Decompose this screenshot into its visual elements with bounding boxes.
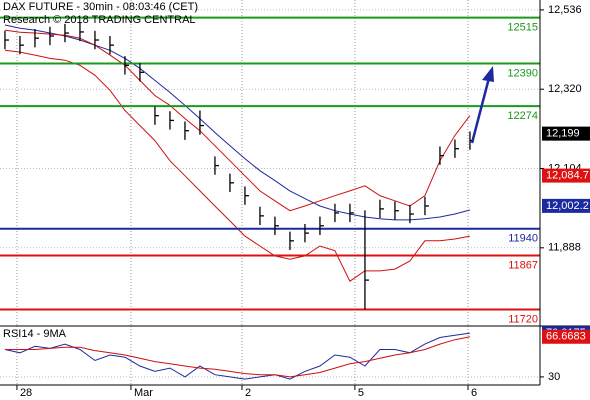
- grid-layer: [0, 0, 540, 385]
- level-label: 12515: [507, 22, 538, 34]
- level-label: 12390: [507, 67, 538, 79]
- y-tick-label: 12,536: [548, 4, 582, 16]
- value-marker-label: 66.6683: [546, 331, 586, 343]
- indicator-line: [4, 24, 471, 221]
- value-marker-label: 12,199: [546, 128, 580, 140]
- indicator-line: [4, 332, 470, 380]
- chart-subtitle: Research © 2018 TRADING CENTRAL: [3, 14, 196, 26]
- indicator-line: [4, 29, 471, 212]
- value-marker: [542, 198, 590, 213]
- plot-layer: [0, 16, 540, 380]
- x-tick-label: Mar: [134, 387, 153, 399]
- level-label: 12274: [507, 110, 538, 122]
- level-label: 11867: [508, 259, 538, 271]
- value-marker: [542, 126, 590, 141]
- forecast-arrow-head: [482, 66, 494, 82]
- x-tick-label: 5: [358, 387, 364, 399]
- x-tick-label: 2: [245, 387, 251, 399]
- value-marker: [542, 329, 590, 344]
- pane-title: RSI14 - 9MA: [3, 328, 67, 340]
- y-tick-label: 12,320: [548, 83, 582, 95]
- forecast-arrow: [470, 77, 491, 144]
- level-label: 11940: [508, 233, 538, 245]
- x-tick-label: 6: [471, 387, 477, 399]
- indicator-line: [5, 336, 470, 378]
- x-tick-label: 28: [20, 387, 32, 399]
- chart-title: DAX FUTURE - 30min - 08:03:46 (CET): [3, 1, 198, 13]
- level-label: 11720: [508, 313, 538, 325]
- value-marker: [542, 168, 590, 183]
- value-marker-label: 12,002.2: [546, 200, 589, 212]
- label-layer: DAX FUTURE - 30min - 08:03:46 (CET) Rese…: [3, 1, 590, 399]
- y-tick-label: 11,888: [548, 242, 581, 254]
- y-tick-label: 30: [548, 371, 560, 383]
- value-marker-label: 12,084.7: [546, 169, 589, 181]
